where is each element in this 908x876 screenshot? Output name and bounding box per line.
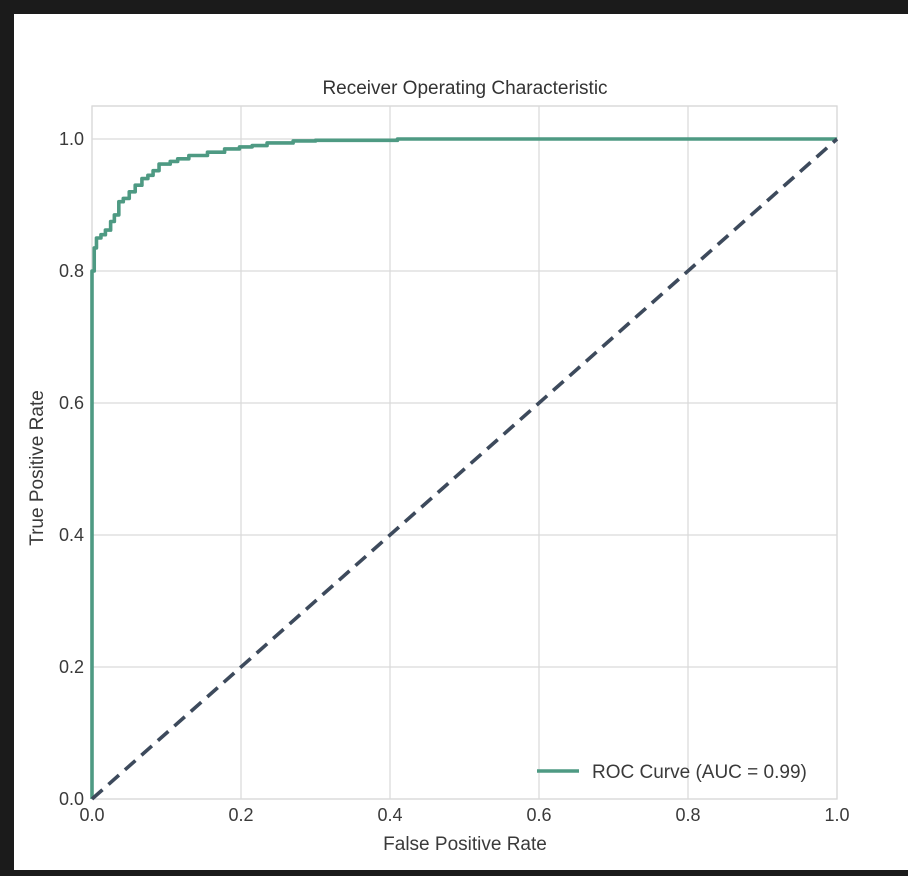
roc-chart: Receiver Operating Characteristic False … <box>27 78 850 855</box>
x-tick-label: 0.8 <box>675 805 700 825</box>
plot-area <box>91 105 838 800</box>
x-tick-label: 0.0 <box>79 805 104 825</box>
x-tick-label: 0.6 <box>526 805 551 825</box>
x-tick-label: 0.2 <box>228 805 253 825</box>
chart-title: Receiver Operating Characteristic <box>322 78 607 99</box>
legend-label: ROC Curve (AUC = 0.99) <box>592 762 807 783</box>
chance-diagonal-line <box>90 137 839 801</box>
roc-curve-line <box>90 137 837 799</box>
y-tick-label: 0.8 <box>59 261 84 281</box>
y-axis-title: True Positive Rate <box>27 390 48 546</box>
y-tick-label: 0.2 <box>59 657 84 677</box>
x-tick-label: 0.4 <box>377 805 402 825</box>
y-tick-label: 0.4 <box>59 525 84 545</box>
x-axis-title: False Positive Rate <box>383 834 547 855</box>
x-tick-label: 1.0 <box>824 805 849 825</box>
y-tick-label: 0.0 <box>59 789 84 809</box>
grid <box>91 105 838 800</box>
y-tick-label: 0.6 <box>59 393 84 413</box>
figure: Receiver Operating Characteristic False … <box>14 14 908 870</box>
y-tick-label: 1.0 <box>59 129 84 149</box>
